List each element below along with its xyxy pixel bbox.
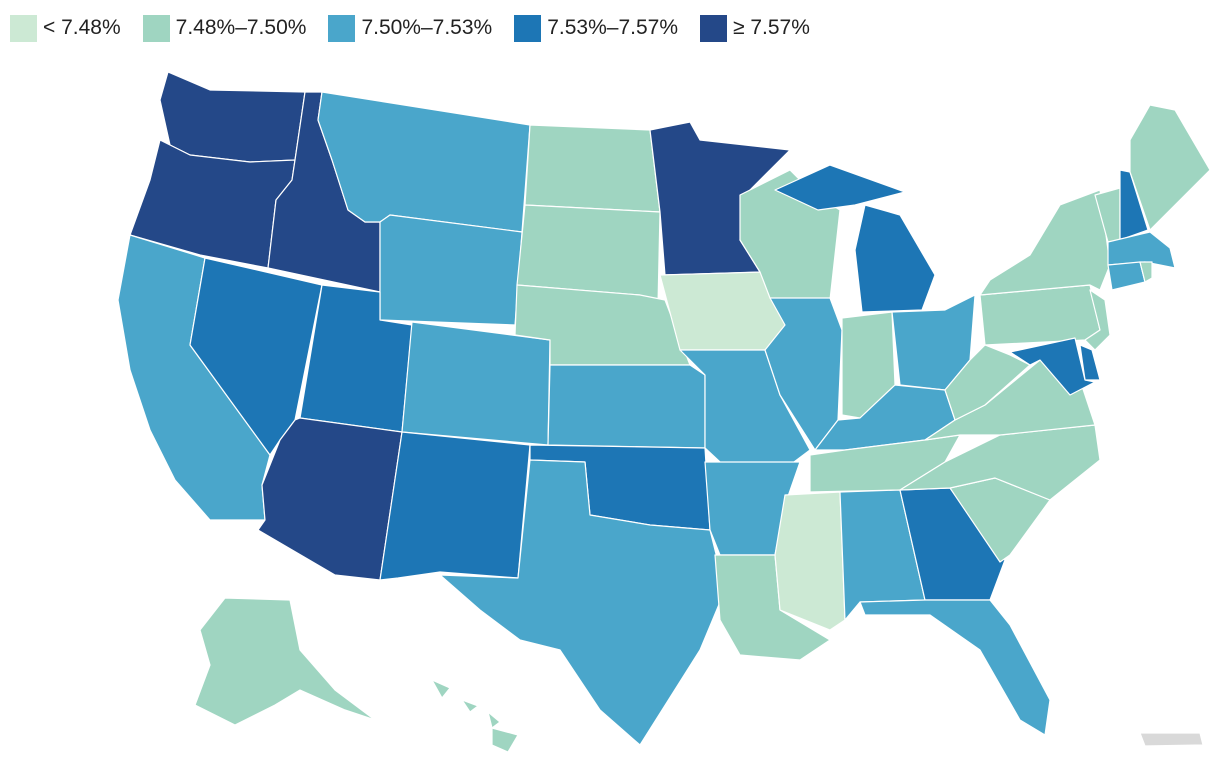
state-nj[interactable]	[1084, 289, 1111, 351]
legend-item-3: 7.50%–7.53%	[328, 14, 493, 42]
state-nh[interactable]	[1119, 169, 1149, 241]
state-md[interactable]	[1009, 337, 1096, 396]
state-ri[interactable]	[1139, 261, 1153, 283]
state-mt[interactable]	[317, 91, 531, 233]
state-tx[interactable]	[439, 459, 726, 746]
state-wa[interactable]	[159, 71, 306, 163]
state-me[interactable]	[1129, 104, 1211, 231]
state-az[interactable]	[257, 417, 403, 581]
legend-item-5: ≥ 7.57%	[700, 14, 810, 42]
state-fl[interactable]	[859, 599, 1051, 736]
state-pr[interactable]	[1139, 732, 1204, 747]
legend-label-1: < 7.48%	[43, 16, 121, 39]
state-nd[interactable]	[524, 124, 661, 213]
state-ks[interactable]	[547, 364, 706, 449]
state-wy[interactable]	[379, 214, 523, 326]
state-ct[interactable]	[1107, 261, 1146, 291]
state-nm[interactable]	[379, 431, 531, 581]
legend-swatch-1	[10, 14, 37, 42]
legend-item-4: 7.53%–7.57%	[514, 14, 678, 42]
legend-swatch-4	[514, 14, 542, 42]
state-de[interactable]	[1079, 344, 1101, 381]
legend-swatch-2	[142, 14, 170, 42]
state-ak[interactable]	[194, 597, 376, 726]
legend: < 7.48% 7.48%–7.50% 7.50%–7.53% 7.53%–7.…	[10, 12, 832, 44]
state-pa[interactable]	[979, 284, 1101, 346]
legend-item-2: 7.48%–7.50%	[142, 14, 307, 42]
state-nc[interactable]	[899, 424, 1101, 501]
legend-label-5: ≥ 7.57%	[733, 16, 810, 39]
legend-swatch-5	[700, 14, 727, 42]
legend-label-3: 7.50%–7.53%	[361, 16, 493, 39]
state-co[interactable]	[401, 321, 551, 446]
legend-label-4: 7.53%–7.57%	[547, 16, 678, 39]
state-wv[interactable]	[944, 344, 1031, 421]
legend-item-1: < 7.48%	[10, 14, 121, 42]
legend-label-2: 7.48%–7.50%	[175, 16, 307, 39]
state-tn[interactable]	[809, 434, 961, 493]
legend-swatch-3	[328, 14, 356, 42]
state-mi[interactable]	[774, 164, 936, 313]
state-hi[interactable]	[431, 679, 519, 753]
state-ny[interactable]	[979, 189, 1111, 296]
state-ms[interactable]	[774, 491, 846, 631]
